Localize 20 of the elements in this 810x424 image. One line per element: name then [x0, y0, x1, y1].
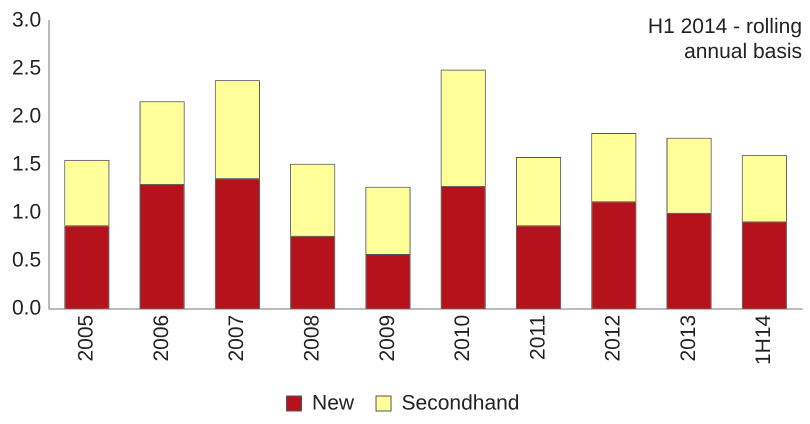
y-tick-label: 0.5	[12, 248, 42, 272]
x-tick-label: 1H14	[752, 314, 776, 365]
x-tick-label: 2007	[225, 314, 248, 362]
x-tick-label: 2008	[300, 314, 324, 362]
x-tick-label: 2011	[526, 314, 550, 360]
x-tick-label: 2012	[602, 314, 625, 362]
annotation: H1 2014 - rolling annual basis	[648, 14, 802, 63]
y-tick-label: 1.0	[12, 200, 42, 224]
x-tick-label: 2005	[74, 314, 98, 362]
x-tick-label: 2010	[451, 314, 474, 362]
legend-label: New	[312, 391, 355, 414]
y-tick-label: 1.5	[12, 152, 42, 176]
x-tick-label: 2006	[150, 314, 173, 362]
x-tick-label: 2009	[376, 314, 399, 362]
y-tick-label: 2.5	[12, 56, 42, 80]
y-tick-label: 0.0	[12, 296, 42, 320]
y-tick-label: 2.0	[12, 104, 42, 128]
y-tick-label: 3.0	[12, 8, 42, 32]
legend-label: Secondhand	[402, 391, 520, 414]
x-tick-label: 2013	[676, 314, 700, 362]
